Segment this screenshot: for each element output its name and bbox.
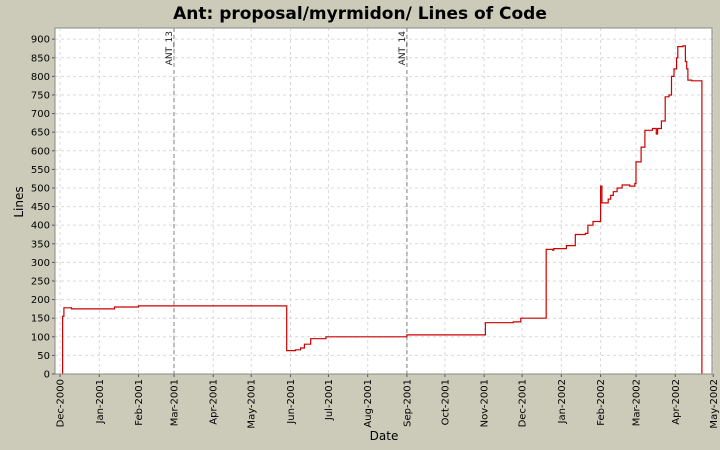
x-tick-label: Oct-2001 [440, 379, 451, 425]
y-tick-label: 50 [37, 351, 50, 362]
x-tick-label: Dec-2001 [518, 379, 529, 427]
release-markers: ANT_13 ANT_14 [165, 28, 408, 374]
x-tick-label: Feb-2001 [134, 379, 145, 426]
y-tick-label: 0 [44, 370, 50, 381]
x-tick-label: Aug-2001 [363, 379, 374, 428]
x-tick-label: May-2001 [247, 379, 258, 429]
x-tick-label: May-2002 [709, 379, 720, 429]
y-tick-label: 600 [31, 146, 50, 157]
x-tick-label: Dec-2000 [56, 379, 67, 427]
x-tick-label: Feb-2002 [596, 379, 607, 426]
series [62, 45, 703, 374]
x-tick-label: Mar-2001 [169, 379, 180, 426]
x-tick-label: Nov-2001 [480, 379, 491, 427]
x-tick-label: Apr-2002 [671, 379, 682, 425]
x-axis-label: Date [370, 429, 399, 443]
x-tick-label: Sep-2001 [402, 379, 413, 427]
plot-area [55, 28, 712, 374]
y-tick-label: 800 [31, 72, 50, 83]
series-line [62, 45, 703, 374]
y-tick-label: 150 [31, 314, 50, 325]
chart-title: Ant: proposal/myrmidon/ Lines of Code [173, 4, 547, 24]
y-tick-label: 500 [31, 183, 50, 194]
y-tick-label: 450 [31, 202, 50, 213]
y-tick-label: 350 [31, 239, 50, 250]
x-tick-label: Apr-2001 [209, 379, 220, 425]
y-tick-label: 650 [31, 128, 50, 139]
y-tick-label: 250 [31, 276, 50, 287]
y-tick-label: 850 [31, 53, 50, 64]
x-tick-label: Jan-2002 [557, 379, 568, 424]
x-tick-label: Jul-2001 [324, 379, 335, 421]
axes: 0 50 100 150 200 250 300 350 400 450 500 550 600 650 7… [31, 27, 720, 429]
plot-border [54, 27, 713, 375]
y-tick-label: 550 [31, 165, 50, 176]
x-tick-label: Mar-2002 [632, 379, 643, 426]
x-tick-label: Jan-2001 [95, 379, 106, 424]
y-axis-label: Lines [12, 186, 26, 217]
y-tick-label: 400 [31, 221, 50, 232]
y-tick-label: 750 [31, 90, 50, 101]
x-tick-label: Jun-2001 [286, 379, 297, 425]
y-tick-label: 700 [31, 109, 50, 120]
y-tick-label: 200 [31, 295, 50, 306]
y-tick-label: 300 [31, 258, 50, 269]
y-tick-label: 900 [31, 35, 50, 46]
release-marker-label: ANT_13 [165, 31, 175, 65]
y-tick-label: 100 [31, 332, 50, 343]
release-marker-label: ANT_14 [398, 31, 408, 66]
